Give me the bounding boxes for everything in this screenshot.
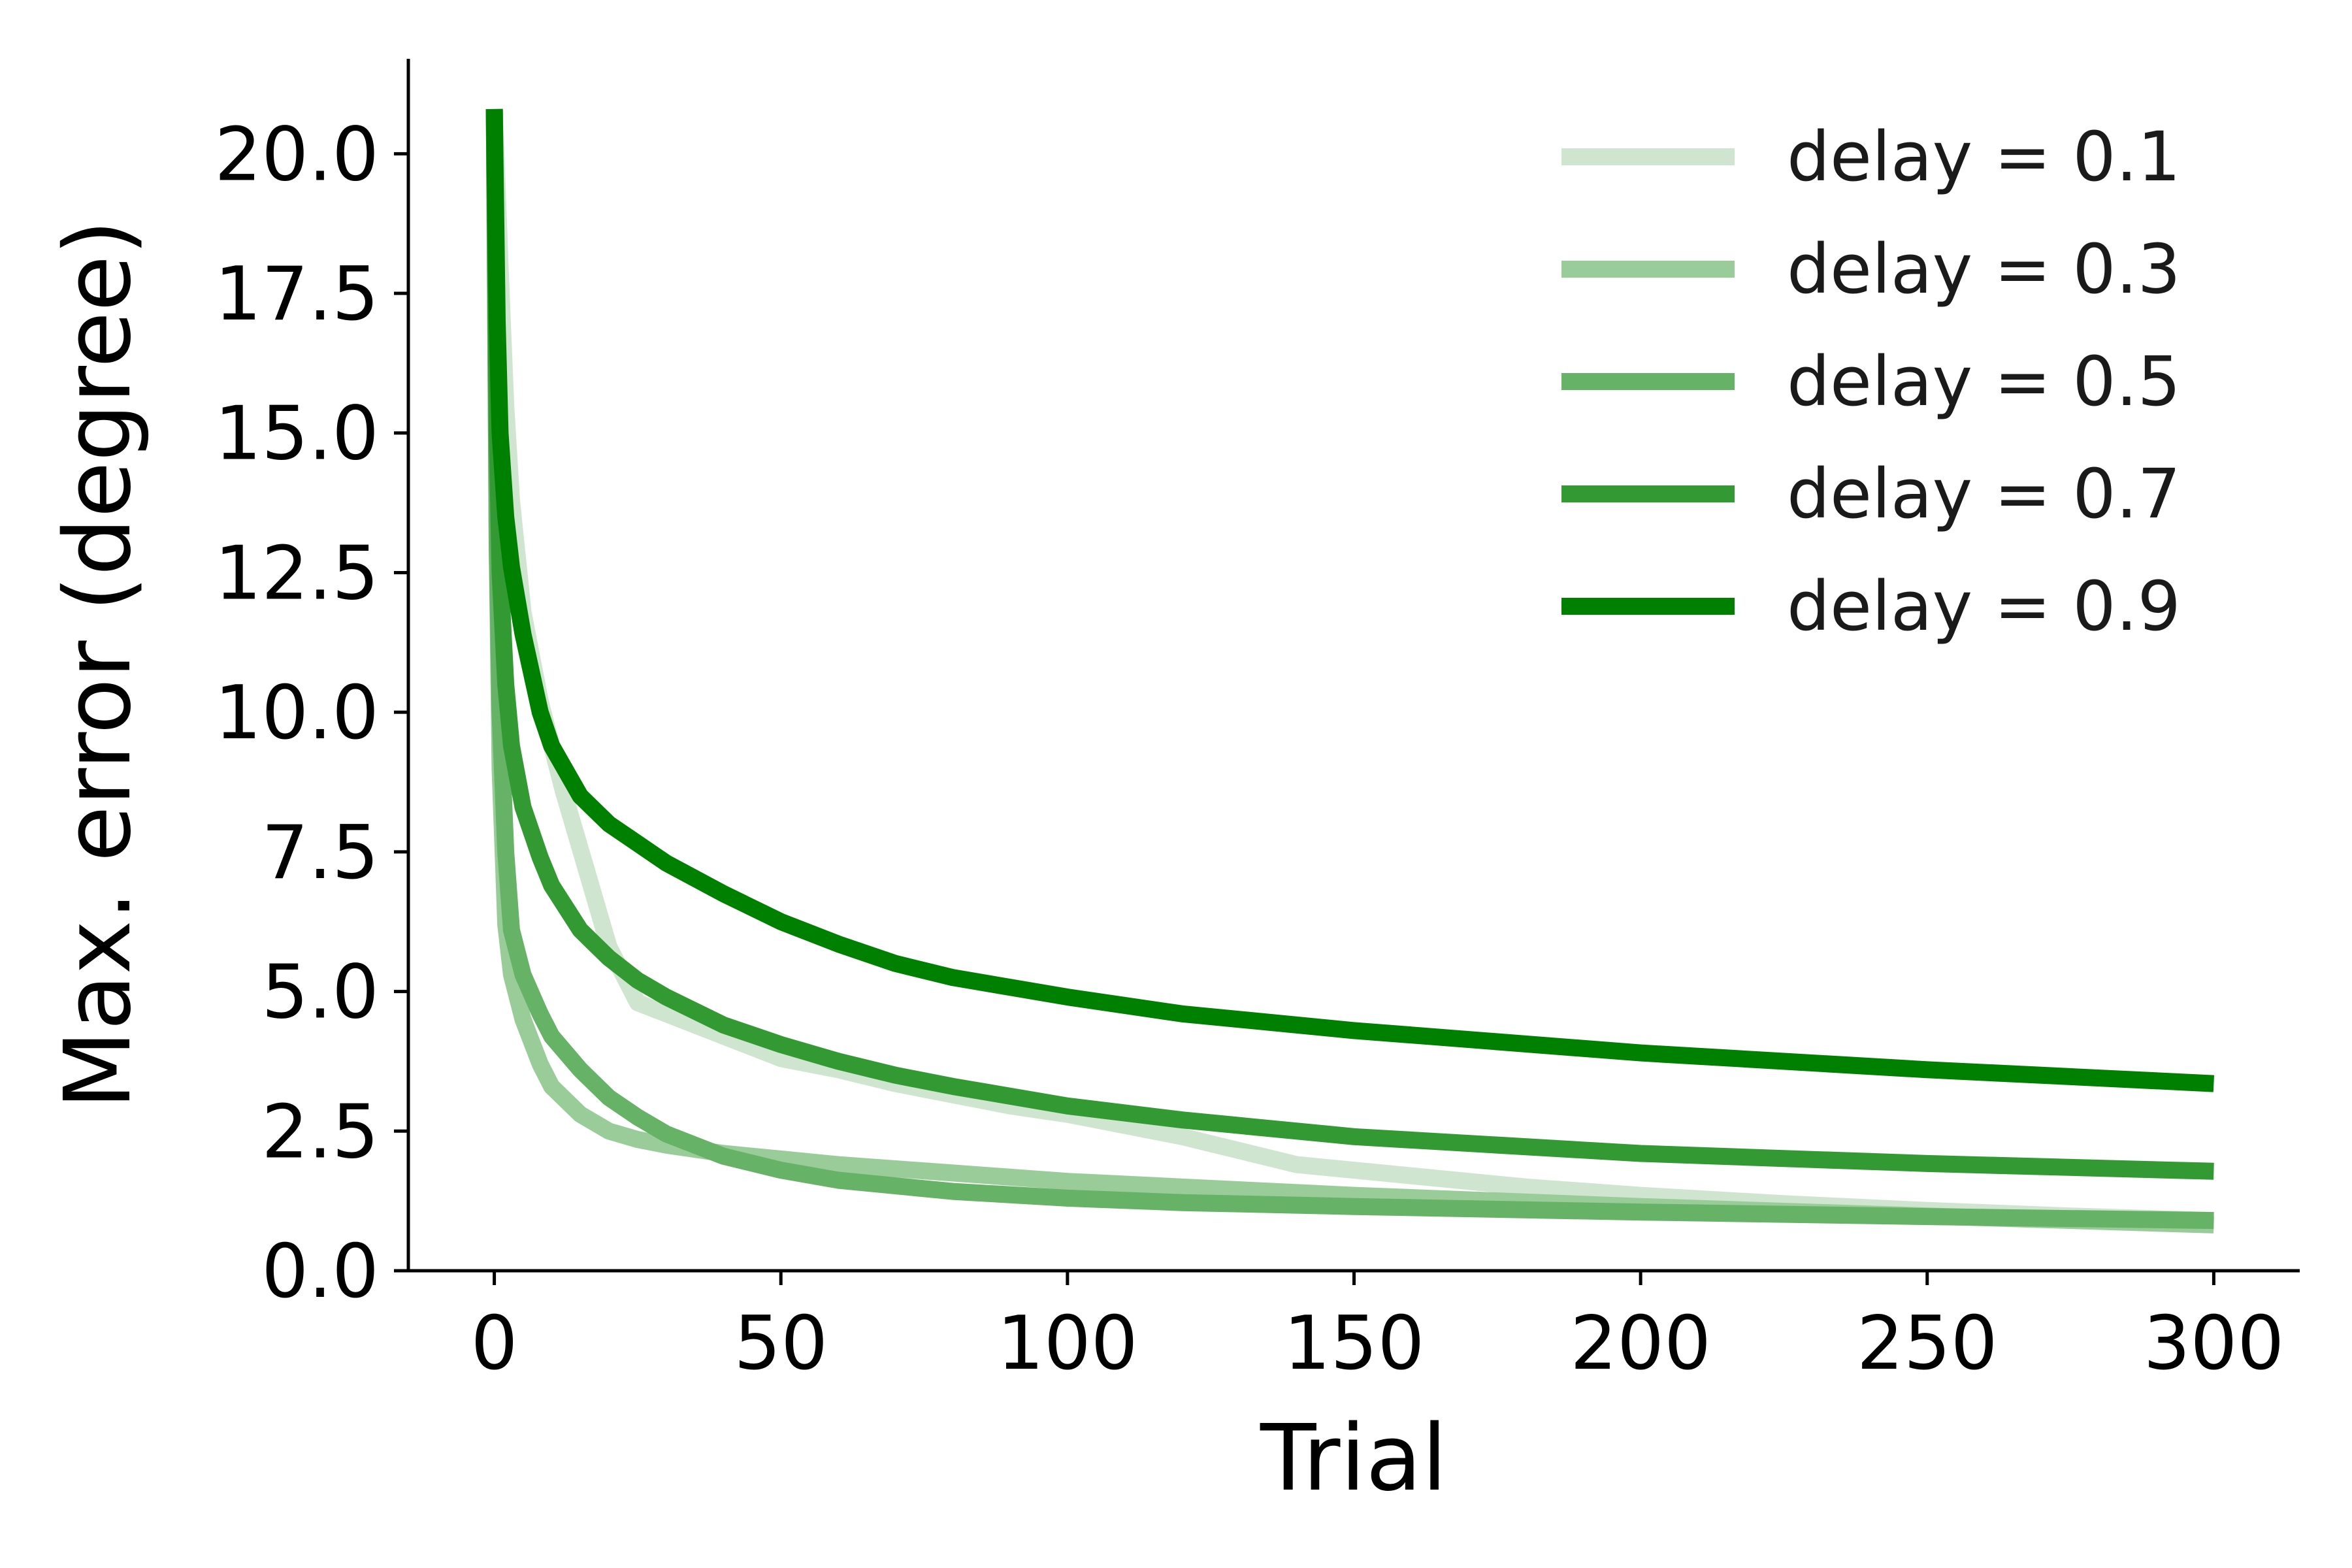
y-tick-label: 10.0 bbox=[214, 670, 379, 756]
series-line-4 bbox=[485, 108, 2214, 1180]
legend-label-5: delay = 0.9 bbox=[1787, 566, 2181, 646]
legend-label-1: delay = 0.1 bbox=[1787, 117, 2181, 197]
y-tick-label: 0.0 bbox=[261, 1228, 379, 1315]
x-tick-label: 0 bbox=[471, 1300, 518, 1386]
legend-label-2: delay = 0.3 bbox=[1787, 229, 2181, 309]
y-tick-label: 5.0 bbox=[261, 949, 379, 1036]
y-tick-label: 15.0 bbox=[214, 391, 379, 477]
y-ticks: 0.0 2.5 5.0 7.5 10.0 12.5 15.0 17.5 20.0 bbox=[214, 111, 408, 1315]
y-axis-title: Max. error (degree) bbox=[45, 220, 152, 1109]
y-tick-label: 20.0 bbox=[214, 111, 379, 197]
legend: delay = 0.1 delay = 0.3 delay = 0.5 delay =… bbox=[1561, 117, 2181, 646]
x-axis-title: Trial bbox=[1260, 1405, 1447, 1512]
x-ticks: 0 50 100 150 200 250 300 bbox=[471, 1271, 2285, 1386]
series-lines bbox=[485, 108, 2215, 1233]
y-tick-label: 12.5 bbox=[214, 530, 379, 616]
y-tick-label: 17.5 bbox=[214, 251, 379, 337]
y-tick-label: 7.5 bbox=[261, 809, 379, 896]
x-tick-label: 150 bbox=[1284, 1300, 1425, 1386]
series-line-3 bbox=[485, 108, 2214, 1230]
legend-label-4: delay = 0.7 bbox=[1787, 454, 2181, 534]
legend-label-3: delay = 0.5 bbox=[1787, 342, 2181, 421]
x-tick-label: 250 bbox=[1857, 1300, 1998, 1386]
x-tick-label: 100 bbox=[997, 1300, 1138, 1386]
x-tick-label: 200 bbox=[1570, 1300, 1711, 1386]
x-tick-label: 50 bbox=[734, 1300, 828, 1386]
series-line-5 bbox=[485, 108, 2215, 1092]
y-tick-label: 2.5 bbox=[261, 1088, 379, 1175]
x-tick-label: 300 bbox=[2144, 1300, 2285, 1386]
